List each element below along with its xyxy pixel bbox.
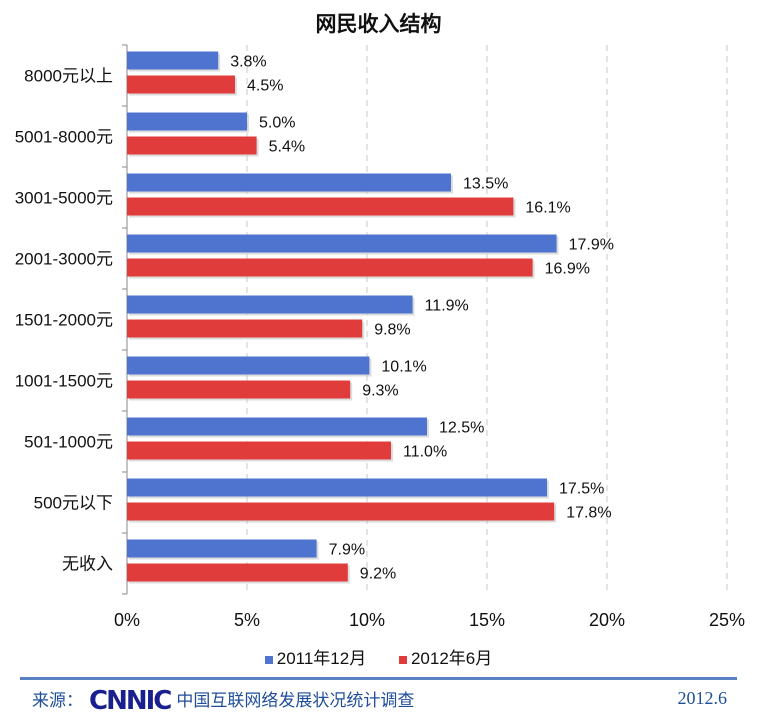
y-category-label: 3001-5000元 bbox=[15, 189, 113, 208]
bar-2011-12 bbox=[127, 356, 370, 375]
y-category-label: 5001-8000元 bbox=[15, 128, 113, 147]
data-label: 16.9% bbox=[545, 261, 590, 278]
y-category-label: 501-1000元 bbox=[24, 433, 113, 452]
cnnic-logo: CNNIC bbox=[89, 686, 172, 716]
data-label: 9.8% bbox=[374, 322, 410, 339]
y-category-label: 8000元以上 bbox=[24, 67, 113, 86]
legend-swatch-blue bbox=[264, 655, 273, 664]
bar-chart: 0% 5% 10% 15% 20% 25% 8000元以上 3.8% 4.5% 5001-8000… bbox=[15, 44, 745, 630]
legend-label: 2011年12月 bbox=[276, 649, 367, 668]
bar-2012-06 bbox=[127, 563, 348, 582]
data-label: 5.4% bbox=[269, 139, 305, 156]
bar-2011-12 bbox=[127, 539, 317, 558]
data-label: 5.0% bbox=[259, 115, 295, 132]
data-label: 17.8% bbox=[566, 505, 611, 522]
x-tick-label: 5% bbox=[234, 610, 260, 630]
legend-swatch-red bbox=[398, 655, 407, 664]
x-tick-label: 0% bbox=[114, 610, 140, 630]
bar-2011-12 bbox=[127, 112, 247, 131]
legend: 2011年12月 2012年6月 bbox=[0, 644, 757, 669]
y-category-label: 无收入 bbox=[62, 555, 113, 574]
footer-divider bbox=[20, 677, 737, 680]
bar-2012-06 bbox=[127, 441, 391, 460]
data-label: 17.9% bbox=[569, 237, 614, 254]
y-category-label: 500元以下 bbox=[34, 494, 113, 513]
x-tick-label: 25% bbox=[709, 610, 745, 630]
x-tick-label: 20% bbox=[589, 610, 625, 630]
bar-2012-06 bbox=[127, 380, 351, 399]
data-label: 17.5% bbox=[559, 481, 604, 498]
data-label: 4.5% bbox=[247, 78, 283, 95]
bar-2011-12 bbox=[127, 478, 547, 497]
data-label: 9.2% bbox=[360, 566, 396, 583]
data-label: 7.9% bbox=[329, 542, 365, 559]
bar-2011-12 bbox=[127, 295, 413, 314]
data-label: 10.1% bbox=[381, 359, 426, 376]
data-label: 11.0% bbox=[403, 444, 447, 461]
source-org: 中国互联网络发展状况统计调查 bbox=[176, 691, 415, 710]
bar-2011-12 bbox=[127, 234, 557, 253]
data-label: 12.5% bbox=[439, 420, 484, 437]
legend-item-2011: 2011年12月 bbox=[264, 649, 367, 668]
bar-2012-06 bbox=[127, 502, 555, 521]
legend-item-2012: 2012年6月 bbox=[398, 649, 493, 668]
bar-2012-06 bbox=[127, 197, 514, 216]
bar-2012-06 bbox=[127, 258, 533, 277]
data-label: 13.5% bbox=[463, 176, 508, 193]
data-label: 16.1% bbox=[525, 200, 570, 217]
chart-title: 网民收入结构 bbox=[315, 13, 442, 36]
bar-2012-06 bbox=[127, 75, 235, 94]
y-category-label: 2001-3000元 bbox=[15, 250, 113, 269]
data-label: 9.3% bbox=[362, 383, 398, 400]
source-label: 来源： bbox=[32, 691, 83, 710]
bar-2011-12 bbox=[127, 417, 427, 436]
bar-2012-06 bbox=[127, 319, 363, 338]
bar-2011-12 bbox=[127, 51, 219, 70]
footer-source: 来源： CNNIC 中国互联网络发展状况统计调查 bbox=[32, 686, 414, 716]
footer-date: 2012.6 bbox=[677, 688, 728, 708]
legend-label: 2012年6月 bbox=[410, 649, 493, 668]
y-category-label: 1501-2000元 bbox=[15, 311, 113, 330]
data-label: 11.9% bbox=[425, 298, 469, 315]
bar-2011-12 bbox=[127, 173, 451, 192]
x-tick-label: 15% bbox=[469, 610, 505, 630]
y-category-label: 1001-1500元 bbox=[15, 372, 113, 391]
bar-2012-06 bbox=[127, 136, 257, 155]
x-tick-label: 10% bbox=[349, 610, 385, 630]
data-label: 3.8% bbox=[230, 54, 266, 71]
